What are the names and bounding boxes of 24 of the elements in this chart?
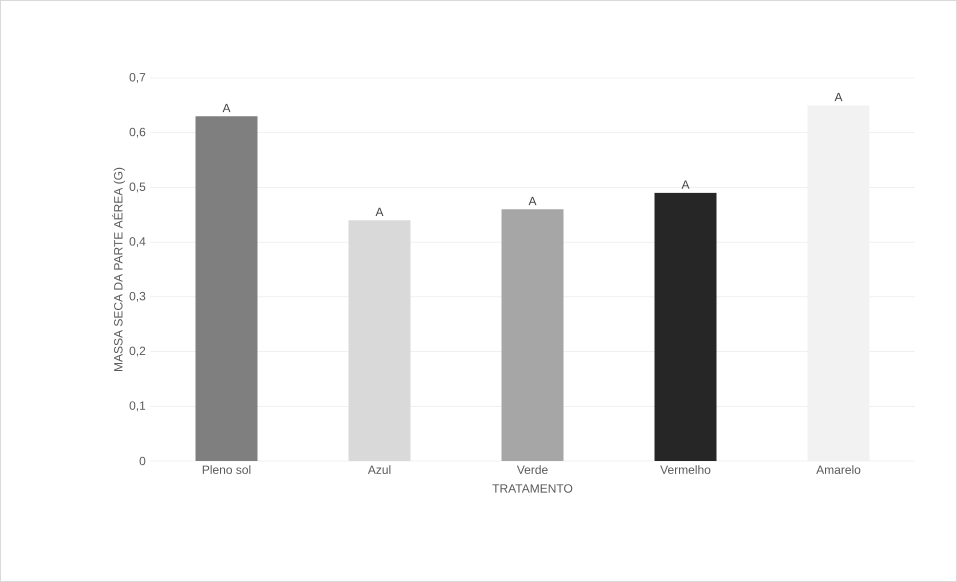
bar	[502, 209, 564, 461]
bar	[654, 192, 717, 461]
y-tick-label: 0,6	[130, 128, 146, 138]
y-tick-label: 0,1	[130, 401, 146, 412]
annotation: A	[222, 104, 230, 112]
annotation: A	[682, 180, 690, 189]
y-tick-label: 0,5	[130, 182, 146, 192]
y-tick-label: 0,2	[130, 346, 146, 357]
x-axis-title: TRATAMENTO	[492, 484, 572, 493]
x-tick-label: Amarelo	[816, 465, 860, 474]
x-tick-label: Vermelho	[660, 465, 710, 474]
bar	[808, 105, 870, 461]
bar	[196, 116, 258, 461]
y-tick-label: 0	[140, 456, 146, 466]
x-tick-label: Pleno sol	[202, 465, 250, 474]
y-tick-label: 0,7	[130, 73, 146, 83]
y-tick-label: 0,4	[130, 237, 146, 248]
y-axis-title: MASSA SECA DA PARTE AÉREA (G)	[112, 168, 125, 371]
y-tick-label: 0,3	[130, 292, 146, 302]
x-tick-label: Verde	[516, 465, 548, 474]
annotation: A	[528, 196, 536, 206]
annotation: A	[376, 208, 384, 216]
annotation: A	[834, 92, 842, 102]
x-tick-label: Azul	[368, 465, 390, 474]
